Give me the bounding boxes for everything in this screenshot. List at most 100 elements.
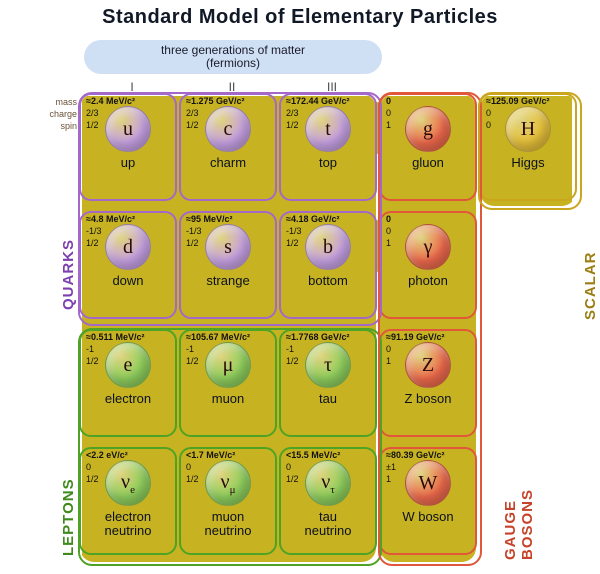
particle-t: ≈172.44 GeV/c² 2/3 1/2 t top: [282, 96, 374, 206]
particle-name: Higgs: [482, 156, 574, 170]
mass-value: ≈105.67 MeV/c²: [186, 332, 250, 342]
spin-value: 1/2: [186, 238, 199, 248]
particle-name: bottom: [282, 274, 374, 288]
particle-ball: νμ: [205, 460, 251, 506]
mass-value: ≈95 MeV/c²: [186, 214, 232, 224]
particle-ball: s: [205, 224, 251, 270]
particle-name: gluon: [382, 156, 474, 170]
particle-ball: Z: [405, 342, 451, 388]
particle-d: ≈4.8 MeV/c² -1/3 1/2 d down: [82, 214, 174, 324]
spin-value: 1/2: [286, 474, 299, 484]
mass-value: <2.2 eV/c²: [86, 450, 128, 460]
particle-c: ≈1.275 GeV/c² 2/3 1/2 c charm: [182, 96, 274, 206]
particle-name: muon: [182, 392, 274, 406]
particle-e: ≈0.511 MeV/c² -1 1/2 e electron: [82, 332, 174, 442]
particle-ball: ντ: [305, 460, 351, 506]
charge-value: -1: [286, 344, 294, 354]
spin-value: 1/2: [86, 238, 99, 248]
charge-value: 2/3: [286, 108, 299, 118]
gauge-label: GAUGE BOSONS: [502, 462, 536, 560]
particle-u: ≈2.4 MeV/c² 2/3 1/2 u up: [82, 96, 174, 206]
subtitle-text: three generations of matter (fermions): [161, 44, 305, 70]
particle-ball: d: [105, 224, 151, 270]
leptons-label: LEPTONS: [60, 478, 77, 556]
particle-H: ≈125.09 GeV/c² 0 0 H Higgs: [482, 96, 574, 206]
charge-value: 0: [186, 462, 191, 472]
mass-value: ≈4.18 GeV/c²: [286, 214, 339, 224]
charge-value: 0: [286, 462, 291, 472]
mass-value: <15.5 MeV/c²: [286, 450, 340, 460]
mass-value: ≈2.4 MeV/c²: [86, 96, 135, 106]
spin-value: 1: [386, 356, 391, 366]
particle-ball: e: [105, 342, 151, 388]
particle-name: top: [282, 156, 374, 170]
particle-s: ≈95 MeV/c² -1/3 1/2 s strange: [182, 214, 274, 324]
particle-name: down: [82, 274, 174, 288]
charge-value: -1/3: [286, 226, 302, 236]
charge-value: 0: [486, 108, 491, 118]
spin-value: 1: [386, 238, 391, 248]
particle-ball: t: [305, 106, 351, 152]
row-label-spin: spin: [32, 121, 77, 131]
charge-value: 0: [386, 108, 391, 118]
charge-value: -1/3: [186, 226, 202, 236]
mass-value: ≈4.8 MeV/c²: [86, 214, 135, 224]
particle-ball: W: [405, 460, 451, 506]
generation-1: I: [82, 80, 182, 94]
generation-3: III: [282, 80, 382, 94]
charge-value: 2/3: [186, 108, 199, 118]
spin-value: 1/2: [86, 474, 99, 484]
particle-tau: ≈1.7768 GeV/c² -1 1/2 τ tau: [282, 332, 374, 442]
particle-mu: ≈105.67 MeV/c² -1 1/2 μ muon: [182, 332, 274, 442]
spin-value: 0: [486, 120, 491, 130]
spin-value: 1/2: [186, 474, 199, 484]
page-title: Standard Model of Elementary Particles: [0, 6, 600, 29]
particle-ball: b: [305, 224, 351, 270]
spin-value: 1: [386, 120, 391, 130]
standard-model-diagram: Standard Model of Elementary Particles t…: [0, 0, 600, 574]
particle-name: muon neutrino: [182, 510, 274, 537]
spin-value: 1/2: [86, 120, 99, 130]
generation-2: II: [182, 80, 282, 94]
fermion-subtitle: three generations of matter (fermions): [84, 40, 382, 74]
particle-ball: c: [205, 106, 251, 152]
particle-ball: γ: [405, 224, 451, 270]
particle-b: ≈4.18 GeV/c² -1/3 1/2 b bottom: [282, 214, 374, 324]
charge-value: -1: [86, 344, 94, 354]
charge-value: 2/3: [86, 108, 99, 118]
mass-value: ≈1.275 GeV/c²: [186, 96, 244, 106]
particle-ball: g: [405, 106, 451, 152]
particle-grid: ≈2.4 MeV/c² 2/3 1/2 u up ≈1.275 GeV/c² 2…: [82, 96, 572, 566]
particle-ball: τ: [305, 342, 351, 388]
charge-value: ±1: [386, 462, 396, 472]
particle-ball: H: [505, 106, 551, 152]
particle-name: strange: [182, 274, 274, 288]
particle-name: electron neutrino: [82, 510, 174, 537]
row-label-charge: charge: [32, 109, 77, 119]
particle-vmu: <1.7 MeV/c² 0 1/2 νμ muon neutrino: [182, 450, 274, 560]
charge-value: 0: [86, 462, 91, 472]
particle-g: 0 0 1 g gluon: [382, 96, 474, 206]
charge-value: -1/3: [86, 226, 102, 236]
mass-value: ≈125.09 GeV/c²: [486, 96, 549, 106]
mass-value: ≈91.19 GeV/c²: [386, 332, 444, 342]
charge-value: 0: [386, 226, 391, 236]
row-label-mass: mass: [32, 97, 77, 107]
spin-value: 1/2: [286, 356, 299, 366]
spin-value: 1/2: [186, 120, 199, 130]
particle-name: Z boson: [382, 392, 474, 406]
charge-value: -1: [186, 344, 194, 354]
charge-value: 0: [386, 344, 391, 354]
particle-name: W boson: [382, 510, 474, 524]
particle-ball: u: [105, 106, 151, 152]
particle-name: tau: [282, 392, 374, 406]
quarks-label: QUARKS: [60, 239, 77, 310]
particle-vtau: <15.5 MeV/c² 0 1/2 ντ tau neutrino: [282, 450, 374, 560]
particle-name: electron: [82, 392, 174, 406]
particle-name: photon: [382, 274, 474, 288]
particle-name: charm: [182, 156, 274, 170]
mass-value: ≈0.511 MeV/c²: [86, 332, 144, 342]
particle-Z: ≈91.19 GeV/c² 0 1 Z Z boson: [382, 332, 474, 442]
particle-W: ≈80.39 GeV/c² ±1 1 W W boson: [382, 450, 474, 560]
spin-value: 1/2: [86, 356, 99, 366]
